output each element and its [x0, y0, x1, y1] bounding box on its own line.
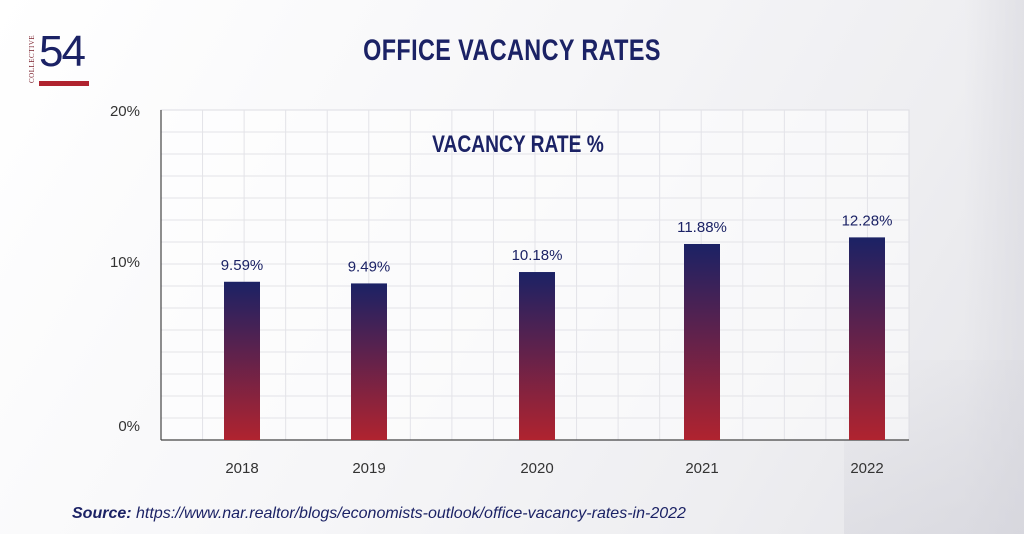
bars: 9.59% 9.49% 10.18% 11.88% 12.28% [221, 212, 893, 440]
x-tick-label: 2019 [352, 460, 385, 477]
source-url[interactable]: https://www.nar.realtor/blogs/economists… [136, 505, 686, 522]
x-axis-tick-labels: 2018 2019 2020 2021 2022 [225, 460, 883, 477]
source-citation: Source: https://www.nar.realtor/blogs/ec… [72, 505, 686, 523]
data-label: 9.59% [221, 257, 264, 274]
x-tick-label: 2022 [850, 460, 883, 477]
data-label: 10.18% [512, 247, 563, 264]
chart-title: VACANCY RATE % [432, 130, 604, 158]
source-label: Source: [72, 505, 132, 522]
collective-54-logo: COLLECTIVE 54 [26, 26, 92, 92]
y-axis-tick-labels: 0% 10% 20% [110, 103, 140, 435]
x-tick-label: 2020 [520, 460, 553, 477]
data-label: 9.49% [348, 258, 391, 275]
bar-2021 [684, 243, 720, 440]
y-tick-label: 20% [110, 103, 140, 120]
y-tick-label: 10% [110, 254, 140, 271]
page-title: OFFICE VACANCY RATES [363, 34, 661, 67]
logo-number: 54 [39, 27, 86, 76]
grid-lines [161, 110, 909, 440]
data-label: 12.28% [842, 212, 893, 229]
bar-2019 [351, 283, 387, 440]
data-label: 11.88% [677, 219, 727, 236]
bar-2022 [849, 237, 885, 440]
x-tick-label: 2021 [685, 460, 718, 477]
y-tick-label: 0% [118, 418, 140, 435]
bar-2020 [519, 272, 555, 440]
x-tick-label: 2018 [225, 460, 258, 477]
logo-underline [39, 81, 89, 86]
bar-2018 [224, 281, 260, 440]
